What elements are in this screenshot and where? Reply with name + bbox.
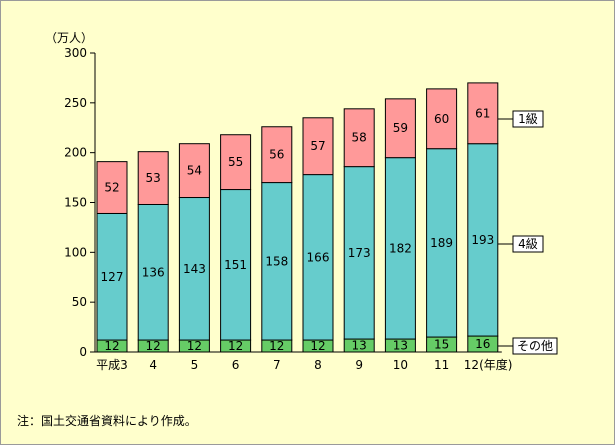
bar-segment-grade1 — [426, 88, 458, 150]
data-label: 12 — [146, 339, 161, 353]
x-tick-label: 6 — [232, 358, 240, 372]
data-label: 60 — [434, 112, 449, 126]
bar-segment-grade4 — [384, 157, 416, 340]
data-label: 193 — [471, 233, 494, 247]
data-label: 55 — [228, 155, 243, 169]
data-label: 15 — [434, 338, 449, 352]
bar-segment-grade4 — [343, 166, 375, 340]
x-tick-label: 10 — [393, 358, 408, 372]
data-label: 12 — [187, 339, 202, 353]
data-label: 13 — [393, 339, 408, 353]
data-label: 53 — [146, 171, 161, 185]
data-label: 143 — [183, 262, 206, 276]
bar-segment-grade1 — [467, 82, 499, 145]
data-label: 166 — [307, 250, 330, 264]
bar-segment-grade1 — [384, 98, 416, 159]
y-tick-label: 50 — [72, 295, 87, 309]
bar-segment-grade4 — [467, 143, 499, 337]
x-tick-label: 7 — [273, 358, 281, 372]
data-label: 189 — [430, 236, 453, 250]
x-tick-label: 5 — [191, 358, 199, 372]
bar-segment-grade1 — [220, 134, 252, 191]
legend-grade4-text: 4級 — [518, 237, 538, 251]
data-label: 182 — [389, 241, 412, 255]
x-tick-label: 8 — [314, 358, 322, 372]
y-tick-label: 250 — [64, 96, 87, 110]
source-note: 注：国土交通省資料により作成。 — [17, 414, 197, 428]
data-label: 54 — [187, 164, 202, 178]
data-label: 173 — [348, 246, 371, 260]
x-tick-label: 11 — [434, 358, 449, 372]
data-label: 61 — [475, 106, 490, 120]
data-label: 58 — [352, 131, 367, 145]
y-tick-label: 300 — [64, 46, 87, 60]
data-label: 12 — [269, 339, 284, 353]
bar-segment-grade1 — [261, 126, 293, 184]
y-tick-label: 0 — [79, 345, 87, 359]
bar-segment-grade4 — [302, 174, 334, 341]
legend-grade1-text: 1級 — [518, 112, 538, 126]
bar-segment-grade4 — [220, 189, 252, 341]
data-label: 59 — [393, 121, 408, 135]
bar-segment-grade4 — [261, 182, 293, 341]
data-label: 13 — [352, 339, 367, 353]
data-label: 12 — [228, 339, 243, 353]
y-tick-label: 200 — [64, 146, 87, 160]
y-tick-label: 150 — [64, 196, 87, 210]
data-label: 151 — [224, 258, 247, 272]
bar-segment-grade1 — [137, 151, 169, 205]
bar-segment-grade1 — [302, 117, 334, 176]
data-label: 136 — [142, 265, 165, 279]
y-tick-label: 100 — [64, 245, 87, 259]
x-tick-label: 12(年度) — [464, 357, 513, 372]
bar-segment-grade4 — [426, 148, 458, 338]
bar-segment-grade1 — [178, 143, 210, 199]
data-label: 12 — [104, 339, 119, 353]
y-unit-label: （万人） — [45, 31, 93, 45]
x-tick-label: 平成3 — [96, 358, 128, 372]
bar-segment-grade1 — [343, 108, 375, 168]
data-label: 57 — [310, 139, 325, 153]
data-label: 127 — [101, 270, 124, 284]
data-label: 16 — [475, 337, 490, 351]
x-tick-label: 9 — [355, 358, 363, 372]
data-label: 12 — [310, 339, 325, 353]
bar-segment-grade4 — [178, 197, 210, 341]
x-tick-label: 4 — [149, 358, 157, 372]
data-label: 52 — [104, 181, 119, 195]
bar-segment-grade1 — [96, 161, 128, 214]
bar-segment-grade4 — [96, 212, 128, 341]
legend-other-text: その他 — [517, 339, 553, 353]
data-label: 56 — [269, 148, 284, 162]
data-label: 158 — [265, 254, 288, 268]
